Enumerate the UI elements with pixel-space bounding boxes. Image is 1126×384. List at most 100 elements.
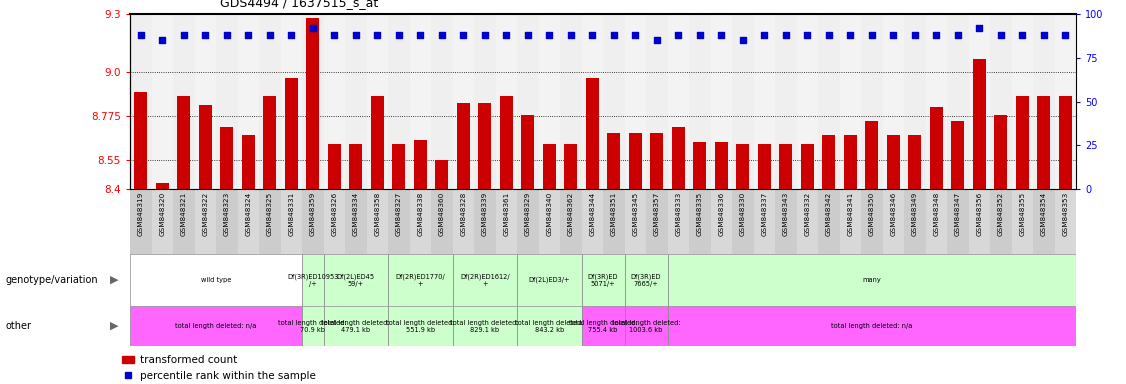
Text: Df(2R)ED1770/
+: Df(2R)ED1770/ +	[395, 273, 445, 287]
Bar	[779, 144, 793, 189]
Bar	[413, 141, 427, 189]
Text: GSM848357: GSM848357	[654, 192, 660, 237]
Bar	[994, 115, 1007, 189]
Point	[863, 32, 881, 38]
Point	[562, 32, 580, 38]
Point	[798, 32, 816, 38]
Text: total length deleted:
829.1 kb: total length deleted: 829.1 kb	[450, 319, 519, 333]
Bar	[1058, 96, 1072, 189]
Bar	[173, 14, 195, 189]
Text: GSM848351: GSM848351	[610, 192, 617, 237]
Bar	[843, 134, 857, 189]
Text: GSM848322: GSM848322	[203, 192, 208, 237]
Bar	[517, 189, 538, 254]
Bar	[345, 189, 366, 254]
Bar	[155, 183, 169, 189]
Bar	[195, 189, 216, 254]
Text: GSM848347: GSM848347	[955, 192, 960, 237]
Text: GSM848321: GSM848321	[181, 192, 187, 237]
Bar	[625, 189, 646, 254]
Bar	[560, 14, 581, 189]
Point	[432, 32, 450, 38]
Bar	[694, 142, 706, 189]
Text: GSM848338: GSM848338	[418, 192, 423, 237]
Bar	[431, 189, 453, 254]
Text: Df(2L)ED3/+: Df(2L)ED3/+	[528, 277, 570, 283]
Bar	[1037, 96, 1051, 189]
Bar	[951, 121, 964, 189]
Point	[690, 32, 708, 38]
Text: GSM848332: GSM848332	[804, 192, 811, 237]
Point	[283, 32, 301, 38]
Bar	[581, 14, 604, 189]
Bar	[1011, 14, 1033, 189]
Text: total length deleted:
1003.6 kb: total length deleted: 1003.6 kb	[611, 319, 680, 333]
Text: GSM848345: GSM848345	[633, 192, 638, 237]
Text: GSM848342: GSM848342	[825, 192, 832, 237]
Bar	[668, 306, 1076, 346]
Text: GSM848359: GSM848359	[310, 192, 315, 237]
Bar	[388, 254, 453, 306]
Bar	[753, 189, 775, 254]
Bar	[500, 96, 512, 189]
Bar	[822, 134, 835, 189]
Point	[841, 32, 859, 38]
Bar	[801, 144, 814, 189]
Bar	[517, 14, 538, 189]
Bar	[453, 14, 474, 189]
Bar	[990, 14, 1011, 189]
Bar	[538, 189, 560, 254]
Bar	[388, 189, 410, 254]
Point	[992, 32, 1010, 38]
Point	[905, 32, 923, 38]
Bar	[474, 14, 495, 189]
Bar	[909, 134, 921, 189]
Bar	[323, 306, 388, 346]
Bar	[152, 189, 173, 254]
Bar	[388, 306, 453, 346]
Point	[368, 32, 386, 38]
Point	[540, 32, 558, 38]
Point	[217, 32, 235, 38]
Point	[153, 37, 171, 43]
Bar	[607, 132, 620, 189]
Bar	[495, 14, 517, 189]
Bar	[1033, 14, 1055, 189]
Text: ▶: ▶	[110, 321, 118, 331]
Bar	[517, 306, 581, 346]
Text: total length deleted:
70.9 kb: total length deleted: 70.9 kb	[278, 319, 347, 333]
Text: wild type: wild type	[200, 277, 231, 283]
Point	[498, 32, 516, 38]
Bar	[732, 14, 753, 189]
Text: GSM848348: GSM848348	[933, 192, 939, 237]
Bar	[990, 189, 1011, 254]
Bar	[628, 132, 642, 189]
Bar	[366, 189, 388, 254]
Bar	[323, 14, 345, 189]
Text: GSM848344: GSM848344	[589, 192, 596, 237]
Bar	[129, 14, 152, 189]
Text: GSM848350: GSM848350	[869, 192, 875, 237]
Point	[820, 32, 838, 38]
Bar	[453, 189, 474, 254]
Bar	[646, 14, 668, 189]
Bar	[280, 14, 302, 189]
Text: GSM848349: GSM848349	[912, 192, 918, 237]
Bar	[668, 189, 689, 254]
Bar	[1055, 14, 1076, 189]
Text: GSM848335: GSM848335	[697, 192, 703, 237]
Text: GSM848356: GSM848356	[976, 192, 982, 237]
Point	[713, 32, 731, 38]
Point	[949, 32, 967, 38]
Text: GSM848346: GSM848346	[891, 192, 896, 237]
Bar	[457, 103, 470, 189]
Bar	[306, 18, 319, 189]
Bar	[370, 96, 384, 189]
Point	[927, 32, 945, 38]
Bar	[302, 189, 323, 254]
Point	[1013, 32, 1031, 38]
Bar	[1011, 189, 1033, 254]
Point	[1056, 32, 1074, 38]
Text: GSM848360: GSM848360	[439, 192, 445, 237]
Bar	[410, 14, 431, 189]
